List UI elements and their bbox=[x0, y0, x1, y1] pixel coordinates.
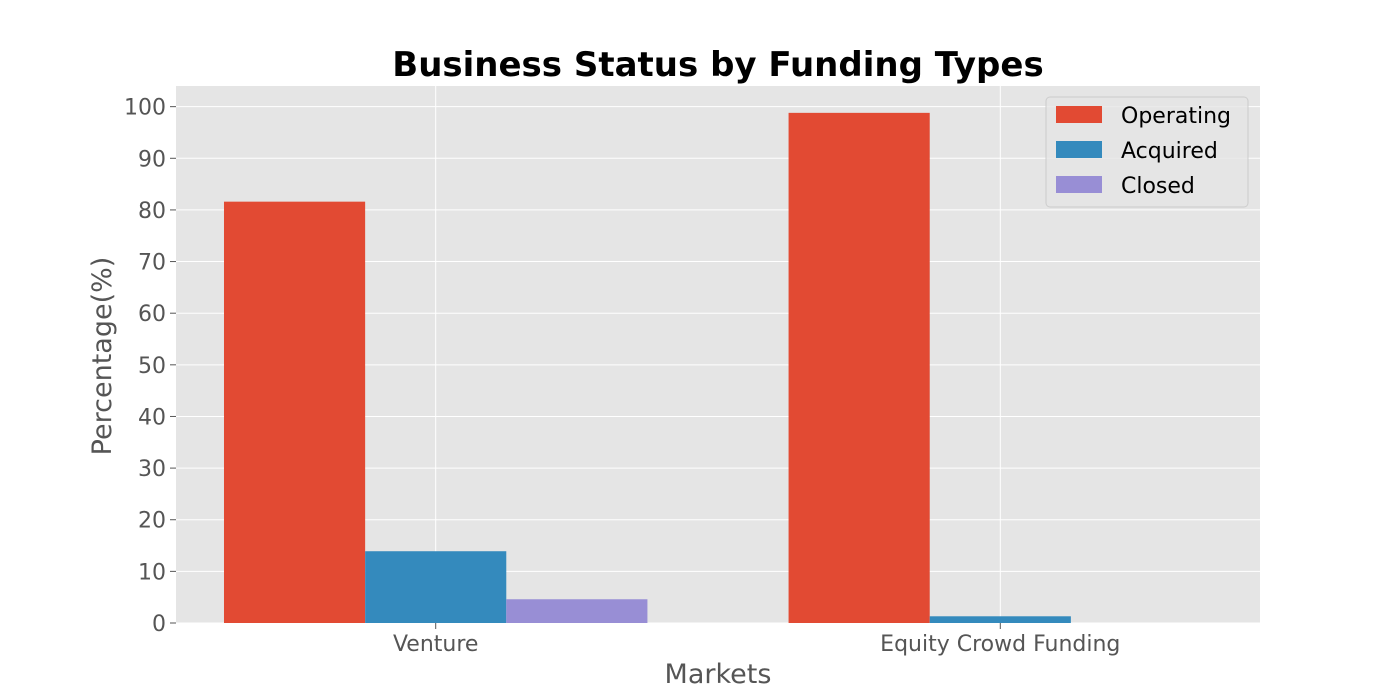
bar bbox=[929, 616, 1071, 623]
x-tick-label: Venture bbox=[393, 632, 479, 657]
y-tick-label: 60 bbox=[138, 302, 166, 327]
legend-swatch bbox=[1056, 106, 1102, 123]
y-tick-label: 40 bbox=[138, 405, 166, 430]
y-tick-label: 90 bbox=[138, 147, 166, 172]
bar bbox=[365, 551, 507, 623]
legend-swatch bbox=[1056, 141, 1102, 158]
legend-label: Acquired bbox=[1121, 139, 1218, 164]
legend-swatch bbox=[1056, 176, 1102, 193]
y-tick-label: 20 bbox=[138, 509, 166, 534]
y-axis-ticks: 0 10 20 30 40 50 60 70 80 90 100 bbox=[124, 96, 176, 637]
chart-title: Business Status by Funding Types bbox=[392, 45, 1043, 85]
x-axis-ticks: Venture Equity Crowd Funding bbox=[393, 623, 1120, 657]
y-axis-label: Percentage(%) bbox=[87, 257, 118, 456]
bar bbox=[223, 201, 366, 623]
legend-label: Operating bbox=[1121, 104, 1231, 129]
y-tick-label: 0 bbox=[152, 612, 166, 637]
y-tick-label: 80 bbox=[138, 199, 166, 224]
y-tick-label: 10 bbox=[138, 560, 166, 585]
bars bbox=[223, 112, 1071, 623]
bar bbox=[788, 112, 930, 623]
y-tick-label: 70 bbox=[138, 251, 166, 276]
y-tick-label: 100 bbox=[124, 96, 166, 121]
legend: Operating Acquired Closed bbox=[1045, 96, 1249, 208]
bar bbox=[506, 599, 648, 623]
y-tick-label: 50 bbox=[138, 354, 166, 379]
y-tick-label: 30 bbox=[138, 457, 166, 482]
legend-label: Closed bbox=[1121, 174, 1195, 199]
x-axis-label: Markets bbox=[665, 659, 772, 690]
x-tick-label: Equity Crowd Funding bbox=[880, 632, 1120, 657]
